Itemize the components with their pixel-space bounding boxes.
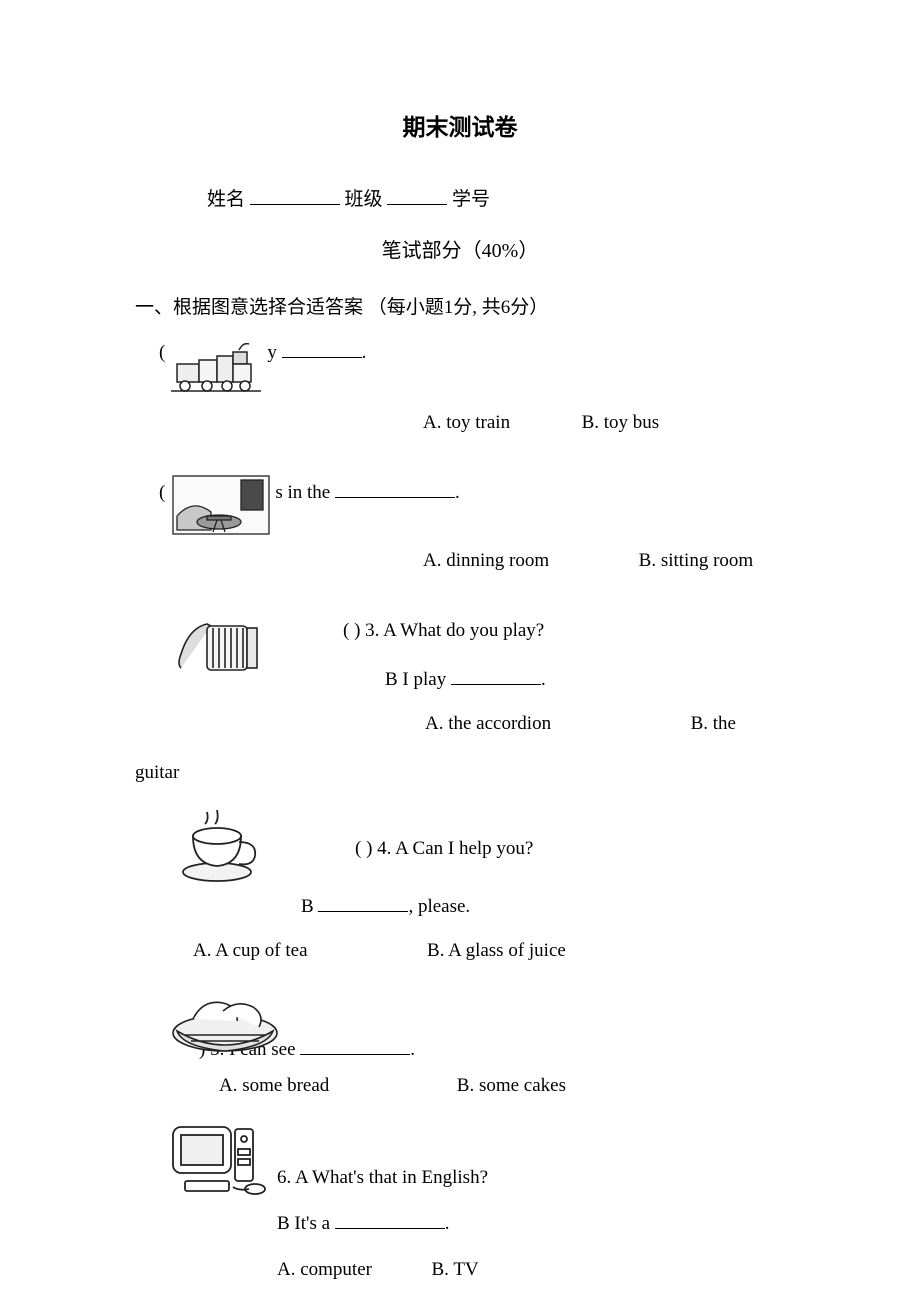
subtitle: 笔试部分（40%）	[135, 235, 785, 267]
q2-option-b: B. sitting room	[639, 550, 754, 571]
q6-blank	[335, 1210, 445, 1229]
question-6: 6. A What's that in English? B It's a . …	[135, 1119, 785, 1286]
paren: (	[159, 478, 165, 508]
q2-option-a: A. dinning room	[423, 550, 549, 571]
question-3: ( ) 3. A What do you play? B I play . A.…	[135, 616, 785, 788]
paren: (	[159, 338, 165, 368]
q4-option-a: A. A cup of tea	[193, 940, 308, 961]
teacup-icon	[173, 806, 269, 888]
q6-stem: 6. A What's that in English?	[277, 1167, 488, 1188]
name-label: 姓名	[207, 189, 245, 210]
bread-basket-icon	[165, 985, 285, 1057]
class-label: 班级	[345, 189, 383, 210]
computer-icon	[165, 1119, 275, 1199]
q5-option-b: B. some cakes	[457, 1075, 566, 1096]
q3-line2-pre: B I play	[385, 669, 446, 690]
q5-frag-post: .	[410, 1039, 415, 1060]
class-blank	[387, 186, 447, 205]
q3-blank	[451, 666, 541, 685]
q1-dot: .	[362, 342, 367, 363]
q1-blank	[282, 339, 362, 358]
q5-blank	[300, 1036, 410, 1055]
q2-frag: s in the	[275, 482, 330, 503]
page-title: 期末测试卷	[135, 110, 785, 147]
q4-stem: ( ) 4. A Can I help you?	[355, 834, 533, 864]
accordion-icon	[173, 616, 269, 686]
q3-option-a: A. the accordion	[425, 713, 551, 734]
question-4: ( ) 4. A Can I help you? B , please. A. …	[135, 806, 785, 967]
question-5: ) 5. I can see . A. some bread B. some c…	[135, 985, 785, 1101]
q1-option-b: B. toy bus	[582, 412, 660, 433]
q3-guitar-line: guitar	[135, 758, 785, 788]
q3-stem: ( ) 3. A What do you play?	[343, 616, 546, 646]
question-1: (	[159, 336, 785, 438]
id-label: 学号	[452, 189, 490, 210]
q4-option-b: B. A glass of juice	[427, 940, 566, 961]
student-info-line: 姓名 班级 学号	[135, 185, 785, 215]
section-1-heading: 一、根据图意选择合适答案 （每小题1分, 共6分）	[135, 293, 785, 323]
q6-option-a: A. computer	[277, 1259, 372, 1280]
toy-train-icon	[171, 336, 261, 398]
q5-option-a: A. some bread	[219, 1075, 329, 1096]
q3-line2-post: .	[541, 669, 546, 690]
sitting-room-icon	[171, 472, 271, 538]
q6-line2-post: .	[445, 1213, 450, 1234]
question-2: ( s in the .	[159, 472, 785, 576]
q6-option-b: B. TV	[431, 1259, 478, 1280]
q4-blank	[318, 893, 408, 912]
q1-option-a: A. toy train	[423, 412, 510, 433]
q2-dot: .	[455, 482, 460, 503]
q2-blank	[335, 479, 455, 498]
q4-line2-post: , please.	[408, 896, 470, 917]
name-blank	[250, 186, 340, 205]
q1-frag-y: y	[267, 342, 277, 363]
q6-line2-pre: B It's a	[277, 1213, 330, 1234]
q3-option-b-pre: B. the	[691, 713, 736, 734]
q4-line2-pre: B	[301, 896, 314, 917]
